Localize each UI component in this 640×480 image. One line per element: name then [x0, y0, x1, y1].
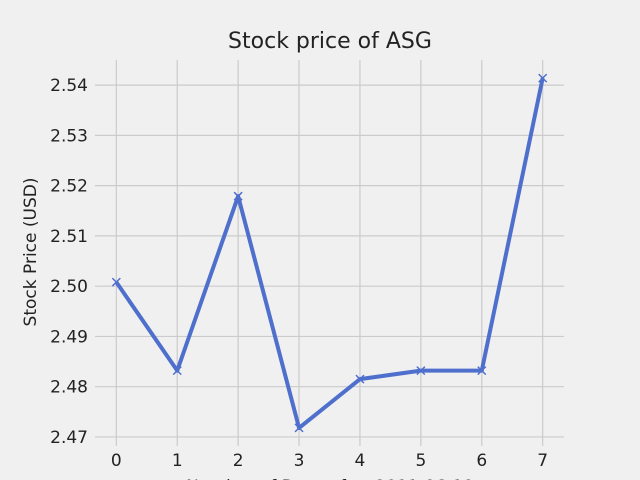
marker — [538, 73, 548, 83]
x-tick-label: 4 — [355, 451, 366, 471]
y-tick-label: 2.50 — [50, 277, 88, 297]
chart-title: Stock price of ASG — [228, 29, 432, 54]
y-tick-label: 2.49 — [50, 327, 88, 347]
y-tick-label: 2.54 — [50, 76, 88, 96]
x-axis-label: Number of Days after 2011-06-10 — [186, 477, 474, 480]
marker — [111, 277, 121, 287]
y-tick-label: 2.52 — [50, 177, 88, 197]
y-tick-label: 2.47 — [50, 428, 88, 448]
x-tick-label: 3 — [294, 451, 305, 471]
marker — [172, 366, 182, 376]
y-tick-label: 2.48 — [50, 378, 88, 398]
marker — [477, 366, 487, 376]
x-tick-label: 0 — [111, 451, 122, 471]
x-tick-label: 2 — [233, 451, 244, 471]
x-tick-label: 7 — [537, 451, 548, 471]
x-tick-label: 6 — [476, 451, 487, 471]
y-tick-label: 2.51 — [50, 227, 88, 247]
marker — [355, 374, 365, 384]
x-tick-label: 1 — [172, 451, 183, 471]
line — [114, 77, 545, 430]
y-tick-label: 2.53 — [50, 126, 88, 146]
marker — [233, 191, 243, 201]
marker — [416, 366, 426, 376]
marker — [294, 423, 304, 433]
y-axis-label: Stock Price (USD) — [21, 178, 41, 327]
x-tick-label: 5 — [415, 451, 426, 471]
